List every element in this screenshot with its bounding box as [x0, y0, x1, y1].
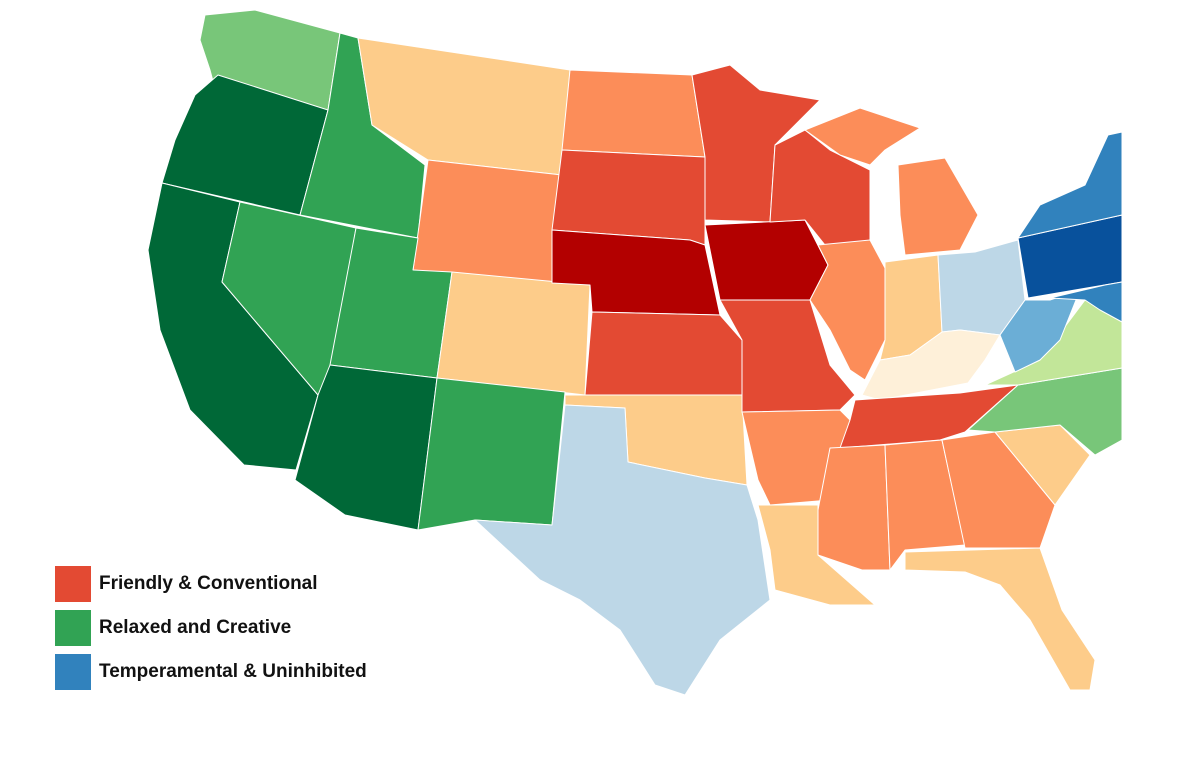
state-wyoming — [412, 159, 563, 284]
state-colorado — [436, 271, 591, 396]
state-georgia — [941, 431, 1056, 549]
state-new-york — [1017, 131, 1123, 239]
legend-swatch-temperamental — [55, 654, 91, 690]
state-west-virginia — [999, 289, 1081, 373]
legend-swatch-relaxed — [55, 610, 91, 646]
legend-item-friendly: Friendly & Conventional — [55, 566, 367, 602]
state-maryland — [1049, 281, 1123, 323]
state-florida — [904, 547, 1096, 691]
state-alabama — [884, 439, 966, 571]
state-michigan-upper — [804, 107, 921, 166]
state-new-mexico — [417, 377, 566, 531]
state-north-dakota — [561, 69, 706, 158]
legend-label-temperamental: Temperamental & Uninhibited — [99, 661, 367, 682]
state-illinois — [809, 239, 886, 381]
state-kansas — [584, 311, 743, 396]
legend-swatch-friendly — [55, 566, 91, 602]
legend-item-relaxed: Relaxed and Creative — [55, 610, 367, 646]
state-iowa — [704, 219, 829, 301]
state-michigan-lower — [897, 157, 979, 256]
legend-label-friendly: Friendly & Conventional — [99, 573, 318, 594]
legend: Friendly & Conventional Relaxed and Crea… — [55, 566, 367, 698]
state-mississippi — [817, 444, 891, 571]
legend-item-temperamental: Temperamental & Uninhibited — [55, 654, 367, 690]
state-south-dakota — [551, 149, 706, 246]
state-texas — [474, 404, 771, 696]
state-missouri — [719, 299, 856, 413]
state-kentucky — [861, 329, 1001, 401]
legend-label-relaxed: Relaxed and Creative — [99, 617, 292, 638]
